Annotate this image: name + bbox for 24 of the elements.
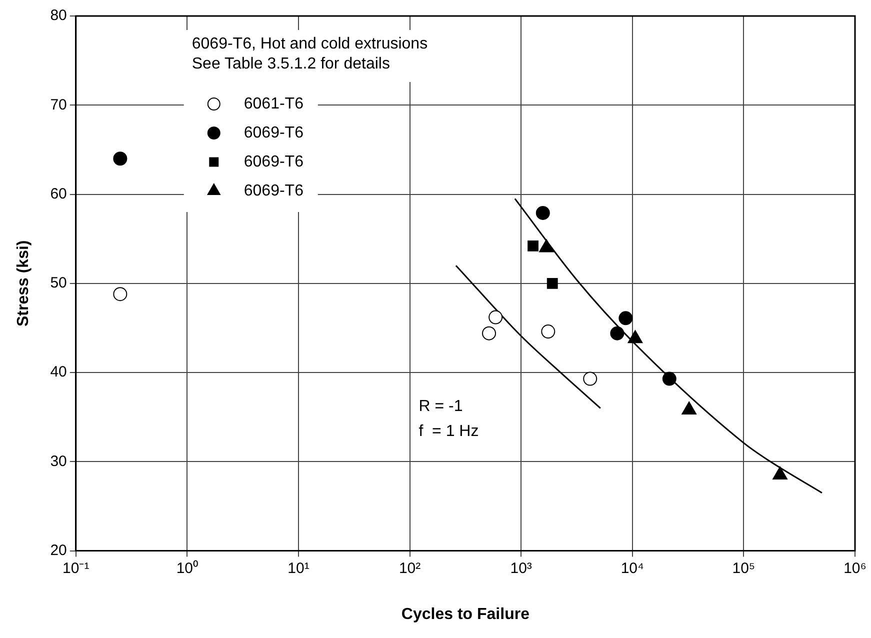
y-tick-label: 20 xyxy=(50,542,67,559)
legend-label: 6069-T6 xyxy=(244,182,304,200)
legend-title: 6069-T6, Hot and cold extrusions See Table 3.5.1.2 for details xyxy=(192,35,428,72)
y-tick-label: 40 xyxy=(50,364,67,381)
x-axis-title: Cycles to Failure xyxy=(401,606,530,623)
y-tick-label: 70 xyxy=(50,96,67,114)
legend-label: 6061-T6 xyxy=(244,95,304,112)
legend-label: 6069-T6 xyxy=(244,124,304,142)
x-tick-label: 10² xyxy=(398,560,421,577)
x-tick-label: 10¹ xyxy=(288,560,310,577)
x-tick-label: 10⁰ xyxy=(176,560,198,577)
x-tick-label: 10⁻¹ xyxy=(62,560,90,577)
y-tick-label: 50 xyxy=(50,274,67,292)
x-tick-label: 10⁴ xyxy=(620,560,644,577)
y-tick-label: 60 xyxy=(50,185,67,202)
x-tick-label: 10⁵ xyxy=(732,560,756,577)
y-tick-label: 80 xyxy=(50,7,67,24)
x-tick-label: 10³ xyxy=(510,560,532,577)
annotation: f = 1 Hz xyxy=(418,422,479,440)
y-tick-label: 30 xyxy=(50,452,67,470)
legend-label: 6069-T6 xyxy=(244,153,304,170)
x-tick-label: 10⁶ xyxy=(844,560,866,577)
y-axis-title: Stress (ksi) xyxy=(15,240,32,327)
annotation: R = -1 xyxy=(418,398,463,415)
